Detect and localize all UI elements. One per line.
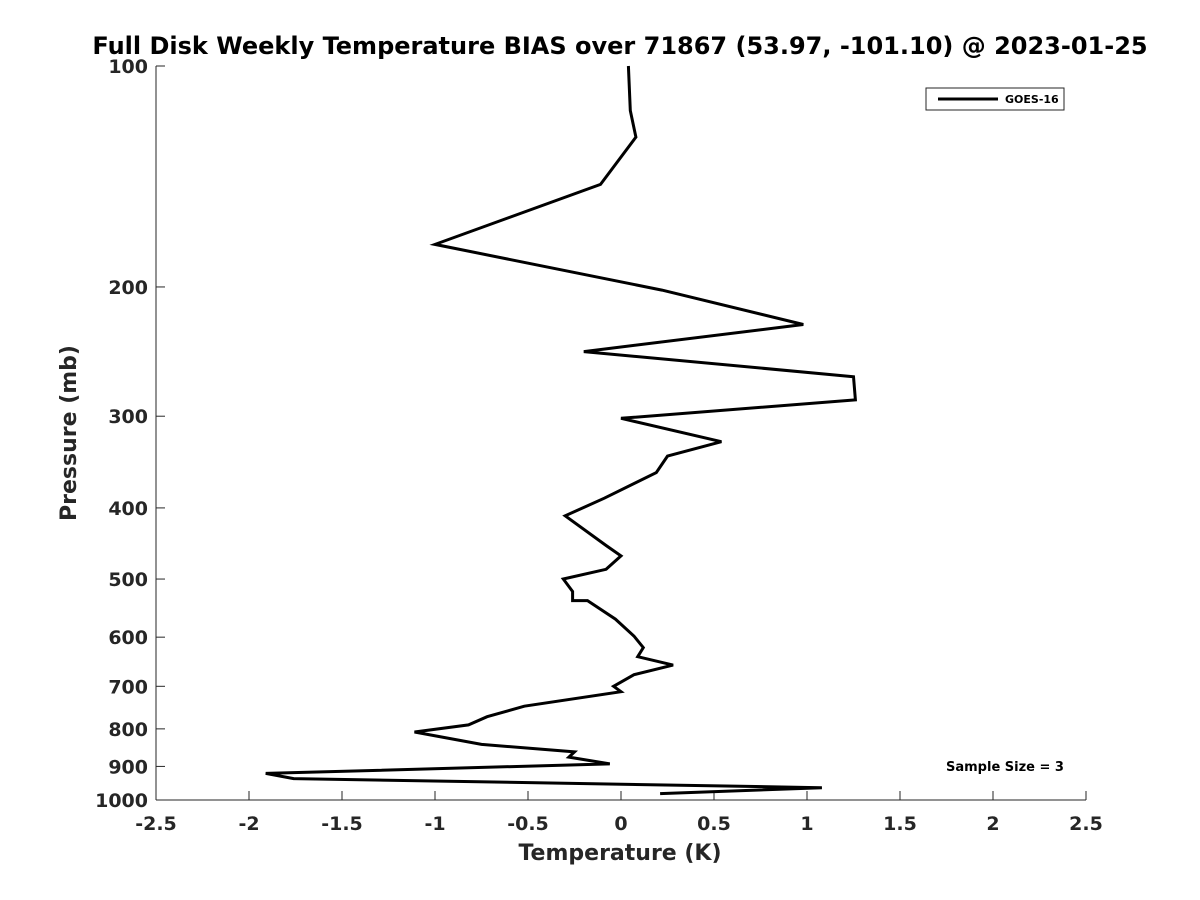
y-tick-label: 300 (108, 406, 148, 428)
legend-label-goes16: GOES-16 (1005, 93, 1059, 106)
x-tick-label: 2 (986, 813, 999, 835)
y-tick-label: 500 (108, 569, 148, 591)
x-tick-label: -0.5 (507, 813, 549, 835)
y-axis-label: Pressure (mb) (57, 345, 82, 521)
y-tick-label: 700 (108, 676, 148, 698)
x-tick-label: 1.5 (883, 813, 917, 835)
x-tick-label: -1 (424, 813, 445, 835)
y-tick-label: 100 (108, 56, 148, 78)
x-axis-label: Temperature (K) (518, 841, 721, 866)
x-tick-label: 0 (614, 813, 627, 835)
y-tick-label: 800 (108, 719, 148, 741)
y-ticks: 100 200 300 400 500 600 700 800 900 1000 (95, 56, 165, 812)
y-tick-label: 400 (108, 498, 148, 520)
y-tick-label: 200 (108, 277, 148, 299)
x-ticks: -2.5 -2 -1.5 -1 -0.5 0 0.5 1 1.5 2 2.5 (135, 791, 1103, 835)
y-tick-label: 600 (108, 627, 148, 649)
x-tick-label: -2 (238, 813, 259, 835)
x-tick-label: 0.5 (697, 813, 731, 835)
legend: GOES-16 (925, 87, 1065, 111)
series-line-0 (265, 65, 858, 796)
x-tick-label: 2.5 (1069, 813, 1103, 835)
y-tick-label: 900 (108, 756, 148, 778)
sample-size-annotation: Sample Size = 3 (946, 760, 1064, 775)
x-tick-label: -2.5 (135, 813, 177, 835)
x-tick-label: -1.5 (321, 813, 363, 835)
y-tick-label: 1000 (95, 790, 148, 812)
chart-title: Full Disk Weekly Temperature BIAS over 7… (92, 32, 1147, 60)
series-layer (265, 65, 858, 796)
x-tick-label: 1 (800, 813, 813, 835)
